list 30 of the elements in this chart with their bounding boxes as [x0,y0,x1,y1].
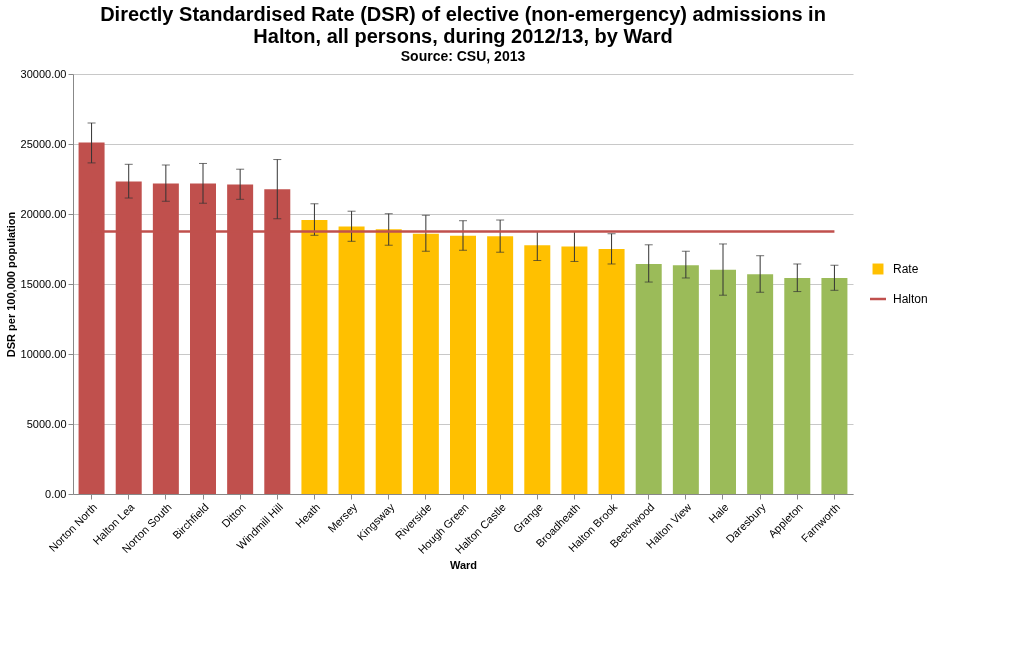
y-tick-label: 10000.00 [20,347,67,360]
bar [635,263,662,494]
bar [450,235,476,494]
chart-subtitle: Source: CSU, 2013 [400,48,526,64]
bar [338,226,365,494]
bar [375,229,402,494]
y-tick-label: 15000.00 [20,277,67,290]
bar [524,245,551,494]
text: Halton, all persons, during 2012/13, by Ward [253,25,673,47]
bar [672,265,699,494]
y-tick-label: 25000.00 [20,137,67,150]
legend-label: Halton [893,292,928,306]
bar [598,249,625,494]
y-axis-title: DSR per 100,000 population [4,211,17,358]
bar [561,246,588,494]
bar [821,277,848,494]
x-tick-label: Hale [706,500,731,526]
bar [412,233,439,494]
bar [747,274,774,494]
bar [784,277,811,494]
y-tick-label: 20000.00 [20,207,67,220]
y-tick-label: 5000.00 [26,417,67,430]
y-tick-label: 0.00 [45,487,67,500]
text: Directly Standardised Rate (DSR) of elective (non-emergency) admissions in [100,3,826,25]
x-axis-title: Ward [449,558,478,571]
bar [301,220,328,494]
y-tick-label: 30000.00 [20,67,67,80]
bar [710,269,736,494]
bar [487,236,514,494]
legend-label: Rate [893,262,919,276]
